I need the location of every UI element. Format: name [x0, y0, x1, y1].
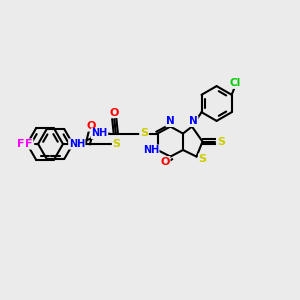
Text: N: N: [166, 116, 175, 127]
Text: NH: NH: [92, 128, 108, 139]
Text: S: S: [140, 128, 148, 138]
Text: S: S: [199, 154, 206, 164]
Text: NH: NH: [143, 145, 159, 155]
Text: S: S: [112, 139, 120, 149]
Text: F: F: [17, 139, 25, 149]
Text: Cl: Cl: [229, 78, 240, 88]
Text: O: O: [110, 107, 119, 118]
Text: F: F: [25, 139, 33, 149]
Text: NH: NH: [69, 139, 85, 149]
Text: O: O: [160, 157, 170, 167]
Text: S: S: [217, 136, 225, 147]
Text: O: O: [87, 121, 96, 131]
Text: S: S: [140, 128, 148, 139]
Text: N: N: [189, 116, 198, 127]
